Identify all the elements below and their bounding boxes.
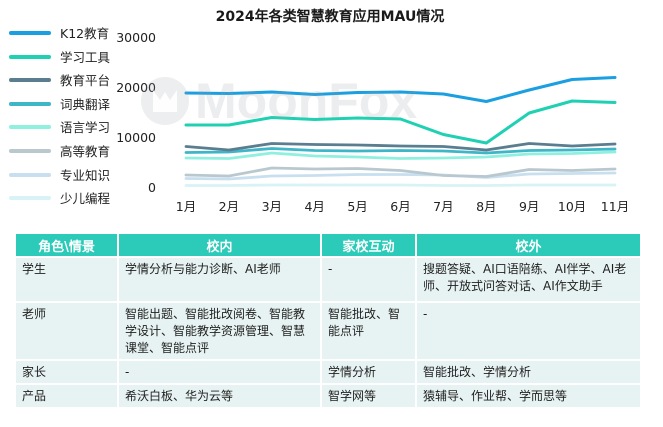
legend-item-higher-edu: 高等教育 bbox=[6, 140, 156, 164]
legend-label: 语言学习 bbox=[60, 120, 111, 136]
out-school-cell: 猿辅导、作业帮、学而思等 bbox=[415, 383, 642, 409]
table-header-row: 角色\情景 校内 家校互动 校外 bbox=[14, 232, 642, 258]
y-tick-label: 10000 bbox=[116, 130, 156, 145]
role-cell: 老师 bbox=[14, 301, 119, 361]
header-home-school: 家校互动 bbox=[320, 232, 417, 258]
legend-label: 少儿编程 bbox=[60, 191, 111, 207]
x-tick-label: 8月 bbox=[476, 199, 496, 214]
legend-label: K12教育 bbox=[60, 26, 110, 41]
x-tick-label: 5月 bbox=[347, 199, 367, 214]
legend-swatch bbox=[9, 54, 51, 59]
table-row: 产品 希沃白板、华为云等 智学网等 猿辅导、作业帮、学而思等 bbox=[14, 383, 642, 409]
series-line-5 bbox=[184, 166, 617, 178]
x-tick-label: 6月 bbox=[390, 199, 410, 214]
header-out-school: 校外 bbox=[415, 232, 642, 258]
series-line-4 bbox=[184, 150, 617, 160]
x-tick-label: 2月 bbox=[219, 199, 239, 214]
header-in-school: 校内 bbox=[117, 232, 322, 258]
table-row: 家长 - 学情分析 智能批改、学情分析 bbox=[14, 359, 642, 385]
legend-swatch bbox=[9, 101, 51, 106]
mau-line-chart: 0 10000 20000 30000 1月 2月 3月 4月 5月 6月 7月 8月 9月 10月 11… bbox=[116, 30, 629, 214]
legend-label: 高等教育 bbox=[60, 143, 111, 159]
legend-item-language: 语言学习 bbox=[6, 116, 156, 140]
home-school-cell: 智学网等 bbox=[320, 383, 417, 409]
in-school-cell: - bbox=[117, 359, 322, 385]
series-line-7 bbox=[184, 183, 617, 187]
legend-item-learning-tools: 学习工具 bbox=[6, 46, 156, 70]
y-axis-ticks: 0 10000 20000 30000 bbox=[116, 30, 156, 195]
header-role: 角色\情景 bbox=[14, 232, 119, 258]
chart-title: 2024年各类智慧教育应用MAU情况 bbox=[215, 9, 445, 25]
x-tick-label: 1月 bbox=[176, 199, 196, 214]
in-school-cell: 学情分析与能力诊断、AI老师 bbox=[117, 256, 322, 303]
legend-label: 学习工具 bbox=[60, 49, 111, 65]
legend-label: 教育平台 bbox=[60, 73, 111, 89]
x-tick-label: 11月 bbox=[601, 199, 629, 214]
out-school-cell: - bbox=[415, 301, 642, 361]
x-tick-label: 9月 bbox=[519, 199, 539, 214]
in-school-cell: 希沃白板、华为云等 bbox=[117, 383, 322, 409]
chart-legend: K12教育 学习工具 教育平台 词典翻译 语言学习 高等教育 专业知识 少儿编程 bbox=[6, 22, 156, 211]
legend-label: 专业知识 bbox=[60, 167, 111, 183]
role-cell: 家长 bbox=[14, 359, 119, 385]
legend-swatch bbox=[9, 148, 51, 153]
series-layer bbox=[184, 76, 617, 187]
x-tick-label: 4月 bbox=[304, 199, 324, 214]
home-school-cell: 智能批改、智能点评 bbox=[320, 301, 417, 361]
series-line-2 bbox=[184, 142, 617, 152]
y-tick-label: 20000 bbox=[116, 80, 156, 95]
x-tick-label: 10月 bbox=[558, 199, 586, 214]
series-line-6 bbox=[184, 171, 617, 181]
x-axis-ticks: 1月 2月 3月 4月 5月 6月 7月 8月 9月 10月 11月 bbox=[176, 199, 629, 214]
legend-item-dictionary: 词典翻译 bbox=[6, 93, 156, 117]
series-line-3 bbox=[184, 147, 617, 155]
legend-swatch bbox=[9, 78, 51, 83]
role-cell: 学生 bbox=[14, 256, 119, 303]
legend-swatch bbox=[9, 31, 51, 35]
legend-label: 词典翻译 bbox=[60, 96, 111, 112]
x-tick-label: 3月 bbox=[262, 199, 282, 214]
legend-item-edu-platform: 教育平台 bbox=[6, 69, 156, 93]
legend-swatch bbox=[9, 196, 51, 201]
series-line-0 bbox=[184, 76, 617, 103]
out-school-cell: 智能批改、学情分析 bbox=[415, 359, 642, 385]
table-row: 学生 学情分析与能力诊断、AI老师 - 搜题答疑、AI口语陪练、AI伴学、AI老… bbox=[14, 256, 642, 303]
home-school-cell: 学情分析 bbox=[320, 359, 417, 385]
table-row: 老师 智能出题、智能批改阅卷、智能教学设计、智能教学资源管理、智慧课堂、智能点评… bbox=[14, 301, 642, 361]
home-school-cell: - bbox=[320, 256, 417, 303]
out-school-cell: 搜题答疑、AI口语陪练、AI伴学、AI老师、开放式问答对话、AI作文助手 bbox=[415, 256, 642, 303]
role-cell: 产品 bbox=[14, 383, 119, 409]
legend-item-k12: K12教育 bbox=[6, 22, 156, 46]
legend-swatch bbox=[9, 125, 51, 130]
legend-item-professional: 专业知识 bbox=[6, 164, 156, 188]
series-line-1 bbox=[184, 99, 617, 145]
legend-item-kids-coding: 少儿编程 bbox=[6, 187, 156, 211]
legend-swatch bbox=[9, 172, 51, 177]
y-tick-label: 0 bbox=[148, 180, 156, 195]
in-school-cell: 智能出题、智能批改阅卷、智能教学设计、智能教学资源管理、智慧课堂、智能点评 bbox=[117, 301, 322, 361]
x-tick-label: 7月 bbox=[433, 199, 453, 214]
scenario-table: 角色\情景 校内 家校互动 校外 学生 学情分析与能力诊断、AI老师 - 搜题答… bbox=[14, 232, 642, 409]
y-tick-label: 30000 bbox=[116, 30, 156, 45]
